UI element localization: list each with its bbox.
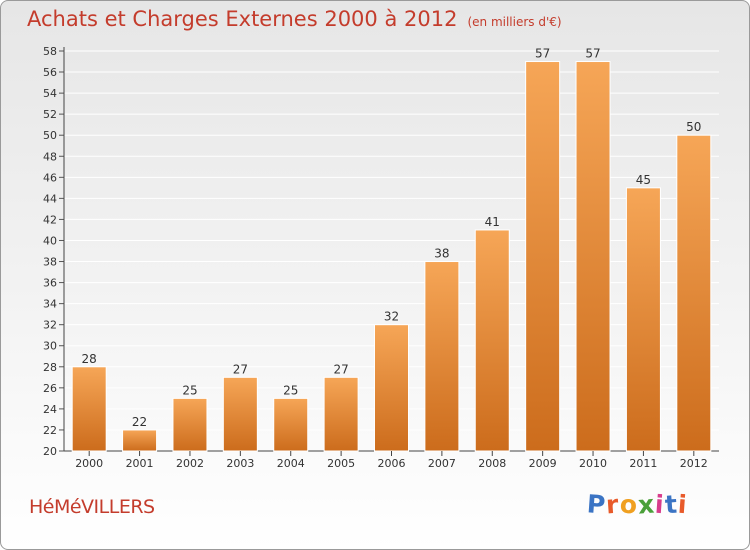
y-tick-label: 34 [43,298,57,311]
y-tick-label: 52 [43,108,57,121]
x-tick-label: 2005 [327,457,355,470]
bar [122,429,158,452]
chart-subtitle: (en milliers d'€) [467,15,562,29]
bar-value-label: 27 [333,362,348,376]
y-tick-label: 38 [43,256,57,269]
logo-letter: P [586,489,608,520]
bar-value-label: 38 [434,247,449,261]
y-tick-label: 32 [43,319,57,332]
y-tick-label: 56 [43,66,57,79]
x-tick-label: 2009 [529,457,557,470]
bar-value-label: 25 [182,383,197,397]
logo-letter: x [636,489,656,520]
bar-value-label: 22 [132,415,147,429]
bar [474,229,510,452]
y-tick-label: 28 [43,361,57,374]
x-tick-label: 2010 [579,457,607,470]
y-tick-label: 58 [43,45,57,58]
bar-value-label: 50 [686,120,701,134]
bar [374,324,409,452]
y-tick-label: 48 [43,150,57,163]
bar [424,261,460,452]
y-tick-label: 44 [43,192,57,205]
bar [625,187,661,452]
bar-value-label: 27 [233,362,248,376]
x-tick-label: 2006 [378,457,406,470]
chart-title-text: Achats et Charges Externes 2000 à 2012 [27,7,458,31]
y-tick-label: 22 [43,424,57,437]
y-tick-label: 20 [43,445,57,458]
bar-value-label: 41 [485,215,500,229]
bar [222,376,258,452]
y-tick-label: 42 [43,213,57,226]
bar-value-label: 25 [283,383,298,397]
x-tick-label: 2001 [126,457,154,470]
logo-letter: o [618,489,639,520]
x-tick-label: 2002 [176,457,204,470]
y-tick-label: 50 [43,129,57,142]
y-tick-label: 30 [43,340,57,353]
bar-value-label: 28 [82,352,97,366]
x-tick-label: 2003 [226,457,254,470]
x-tick-label: 2004 [277,457,305,470]
commune-name: HéMéVILLERS [29,496,155,518]
y-tick-label: 54 [43,87,57,100]
y-tick-label: 46 [43,171,57,184]
y-tick-label: 24 [43,403,57,416]
bar [323,376,359,452]
chart-title: Achats et Charges Externes 2000 à 2012 (e… [27,7,562,31]
x-tick-label: 2000 [75,457,103,470]
bar-value-label: 45 [636,173,651,187]
x-tick-label: 2007 [428,457,456,470]
bar [525,61,561,452]
bar-value-label: 57 [585,47,600,61]
y-tick-label: 40 [43,234,57,247]
y-tick-label: 36 [43,277,57,290]
y-tick-label: 26 [43,382,57,395]
x-tick-label: 2011 [629,457,657,470]
bar-value-label: 57 [535,47,550,61]
logo-letter: i [676,489,689,520]
bar [172,397,208,452]
bar-value-label: 32 [384,310,399,324]
bar [71,366,107,452]
bar [575,61,611,452]
x-tick-label: 2012 [680,457,708,470]
x-tick-label: 2008 [478,457,506,470]
proxiti-logo: Proxiti [586,489,689,520]
bar [676,134,712,452]
bar [273,397,309,452]
